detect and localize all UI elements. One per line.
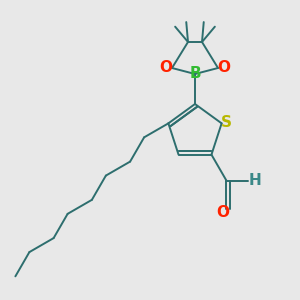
Text: O: O	[216, 205, 229, 220]
Text: S: S	[221, 115, 232, 130]
Text: O: O	[218, 61, 230, 76]
Text: B: B	[189, 67, 201, 82]
Text: O: O	[160, 61, 172, 76]
Text: H: H	[249, 173, 262, 188]
